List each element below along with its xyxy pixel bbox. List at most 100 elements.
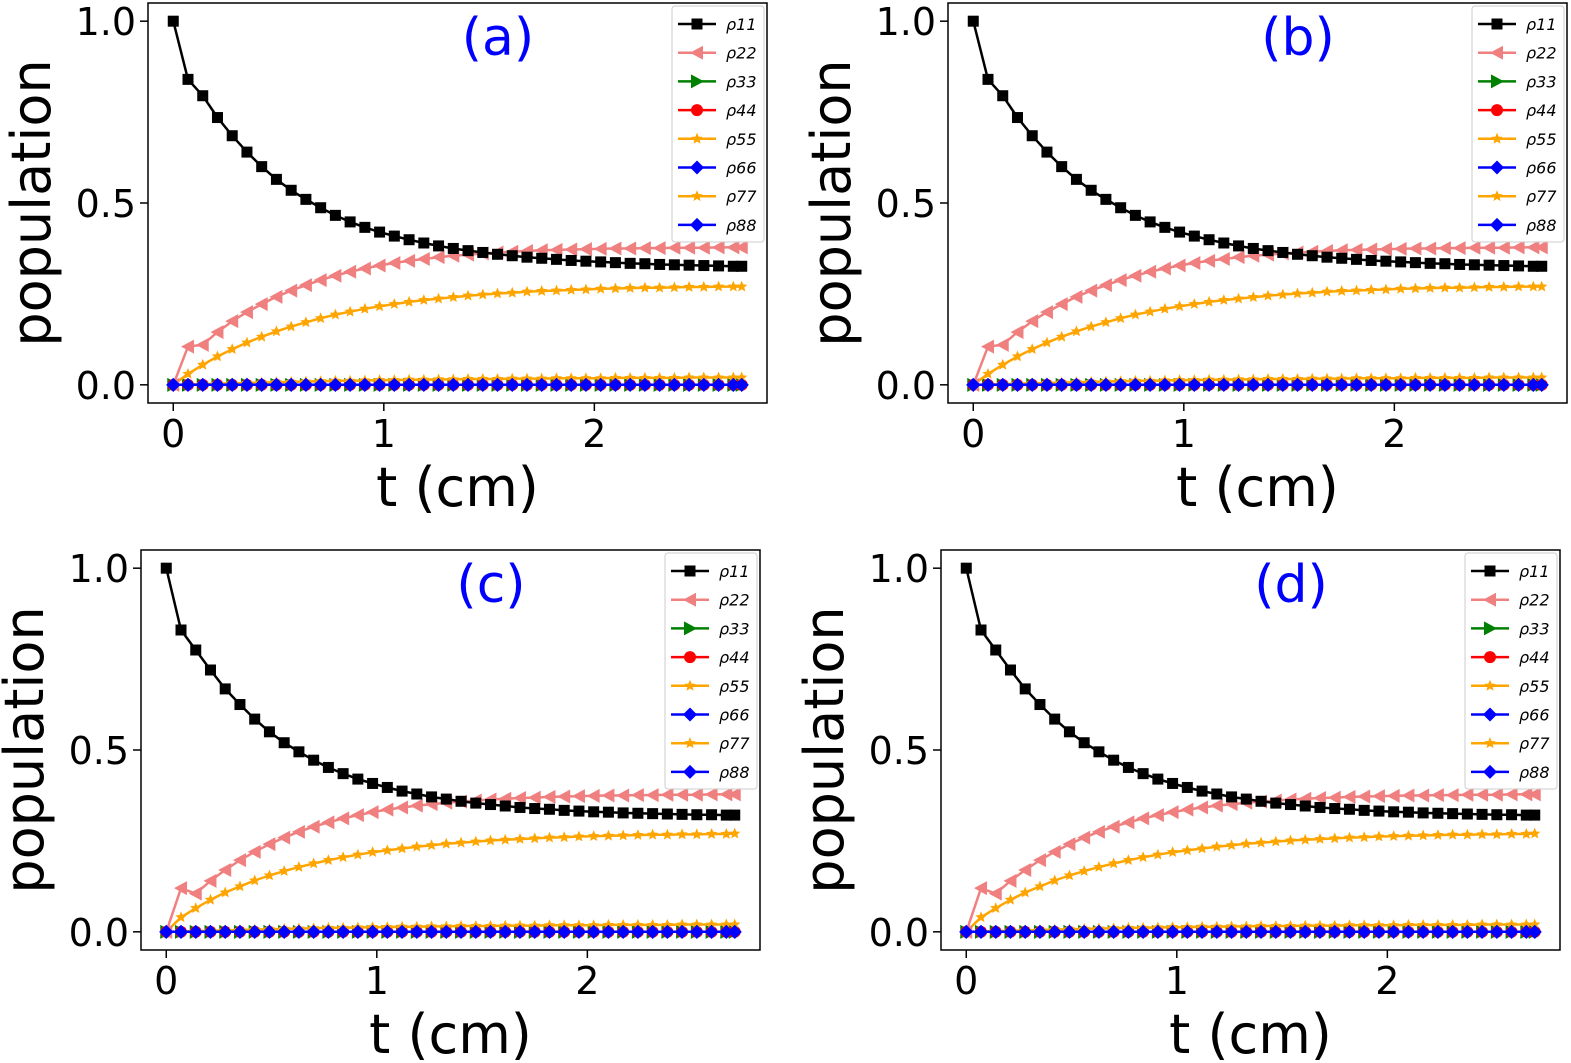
data-point [1041,336,1053,348]
data-point [1011,112,1023,124]
data-point [617,829,629,841]
data-point [1513,260,1525,272]
data-point [411,788,423,800]
data-point [432,292,445,304]
data-point [1350,372,1363,384]
data-point [729,918,741,930]
legend-box [1464,552,1558,790]
data-point [1482,240,1496,255]
legend-marker [691,190,703,202]
data-point [1373,830,1385,842]
data-point [660,924,675,939]
data-point [660,787,674,802]
panel-label: (d) [1254,555,1328,615]
legend-marker [684,679,696,691]
data-point [293,746,305,758]
data-point [1483,259,1495,271]
data-point [167,15,179,27]
data-point [1475,924,1490,939]
data-point [624,257,636,269]
data-point [573,805,585,817]
y-tick-label: 0.0 [76,364,136,408]
data-point [676,918,688,930]
y-axis-label: population [0,59,63,346]
data-point [1461,828,1474,840]
data-point [313,273,327,288]
series-rho11 [160,562,741,821]
data-point [734,377,749,392]
data-point [580,255,592,267]
data-point [719,924,734,939]
data-point [1388,830,1400,841]
data-point [424,924,439,939]
data-point [321,924,336,939]
legend-marker [1490,45,1503,60]
data-point [527,924,542,939]
data-point [1077,830,1091,845]
data-point [1386,924,1401,939]
data-point [727,280,739,292]
data-point [601,788,615,803]
data-point [990,644,1002,656]
data-point [601,924,616,939]
data-point [602,829,615,841]
data-point [1321,285,1333,297]
legend-entry: ρ88 [678,216,757,235]
x-tick-label: 1 [365,959,389,1003]
y-tick-label: 0.5 [869,729,929,773]
data-point [431,377,446,392]
data-point [1180,924,1195,939]
data-point [1527,787,1541,802]
data-point [241,336,253,348]
data-point [1357,924,1372,939]
legend-entry: ρ11 [1471,562,1550,581]
data-point [1211,788,1223,800]
data-point [727,260,739,272]
data-point [1364,377,1379,392]
legend-label: ρ11 [719,562,750,581]
data-point [558,804,570,816]
data-point [1460,787,1474,802]
x-tick-label: 2 [1375,959,1399,1003]
data-point [1365,372,1377,384]
data-point [350,924,365,939]
data-point [571,924,586,939]
data-point [711,240,725,255]
data-point [1209,924,1224,939]
data-point [491,287,504,299]
data-point [1424,371,1436,383]
data-point [682,240,696,255]
data-point [543,803,555,815]
data-point [676,808,688,820]
data-point [219,683,231,695]
series-rho55 [167,280,748,390]
data-point [409,924,424,939]
data-point [1196,842,1208,854]
chart-panel-c: 0 1 2 0.0 0.5 1.0 t (cm) population (c) ρ11 ρ22 ρ33… [0,547,761,1063]
data-point [1306,286,1318,298]
data-point [1446,828,1459,840]
data-point [729,827,741,839]
data-point [270,325,283,337]
data-point [1314,801,1326,813]
series-line [965,793,1535,933]
data-point [195,377,210,392]
panel-label: (c) [456,555,525,615]
data-point [249,713,261,725]
legend-marker [684,621,697,636]
legend-entry: ρ33 [1471,619,1550,638]
legend-marker [1491,132,1503,144]
data-point [1511,240,1525,255]
data-point [462,245,474,257]
data-point [1446,918,1459,930]
data-point [1423,377,1438,392]
data-point [1468,281,1481,293]
data-point [1107,857,1120,869]
data-point [543,831,556,843]
data-point [519,377,534,392]
data-point [668,371,681,383]
data-point [602,918,615,930]
data-point [521,285,533,297]
data-point [595,256,607,268]
data-point [210,377,225,392]
